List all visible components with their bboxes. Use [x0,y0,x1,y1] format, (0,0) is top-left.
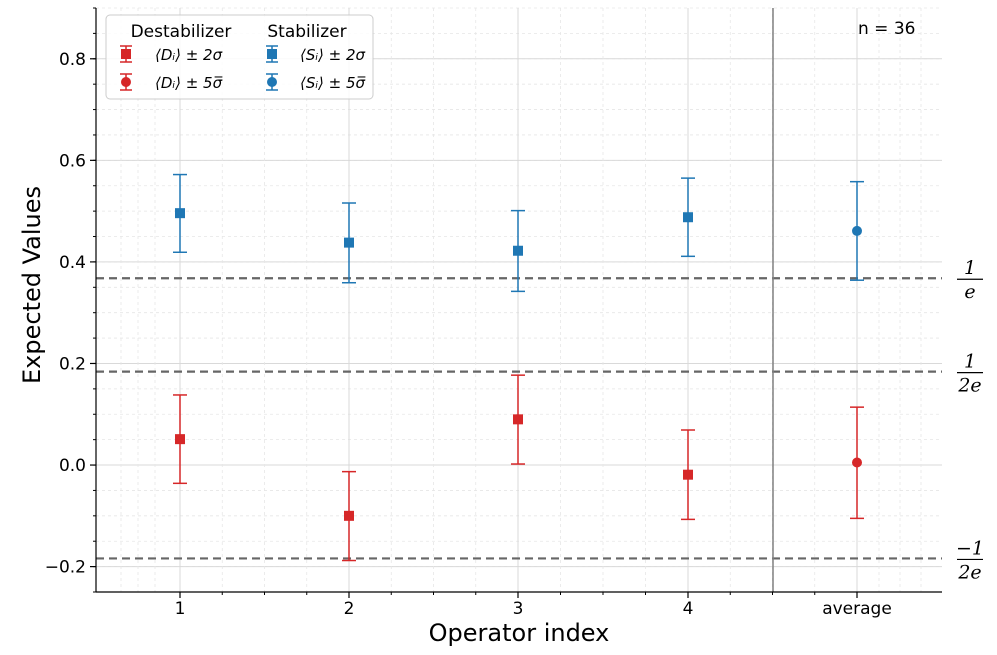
y-tick-label: 0.0 [59,456,86,476]
x-tick-label: 4 [683,599,694,619]
legend-marker-stabilizer-circle [266,73,278,91]
legend-frame [105,14,374,100]
stabilizer-point-4 [681,177,695,258]
stabilizer-point-1 [173,173,187,254]
destabilizer-point-2 [342,470,356,562]
y-tick-label: 0.2 [59,354,86,374]
x-tick-label: average [822,599,892,619]
axes [90,7,942,598]
stabilizer-marker-square [344,237,354,248]
destabilizer-marker-square [344,510,354,521]
stabilizer-marker-square [513,245,523,256]
legend-group-title-stabilizer: Stabilizer [267,22,346,42]
x-tick-label: 1 [175,599,186,619]
destabilizer-marker-square [175,434,185,445]
legend-marker-stabilizer-square [266,45,278,63]
destabilizer-marker-square [513,414,523,425]
legend: Destabilizer Stabilizer ⟨Dᵢ⟩ ± 2σ ⟨Dᵢ⟩ ±… [105,14,374,100]
y-tick-labels: −0.2 0.0 0.2 0.4 0.6 0.8 [45,50,86,578]
stabilizer-point-3 [511,209,525,293]
destabilizer-point-4 [681,429,695,521]
x-axis-title: Operator index [429,619,610,647]
stabilizer-marker-circle [852,225,862,236]
x-tick-label: 3 [513,599,524,619]
legend-marker-destabilizer-circle [120,73,132,91]
reference-label-numerator: 1 [964,257,976,279]
reference-label-numerator: 1 [964,351,976,373]
reference-label-numerator: −1 [956,537,984,559]
stabilizer-marker-square [175,208,185,219]
destabilizer-point-average [850,406,864,520]
data-points [173,173,864,562]
destabilizer-point-1 [173,394,187,485]
y-tick-label: −0.2 [45,558,86,578]
reference-label-denominator: e [964,281,975,303]
y-tick-label: 0.8 [59,50,86,70]
reference-label-denominator: 2e [957,561,981,583]
x-tick-label: 2 [344,599,355,619]
reference-lines [96,277,942,560]
destabilizer-point-3 [511,374,525,465]
stabilizer-point-2 [342,202,356,284]
stabilizer-point-average [850,180,864,281]
y-tick-label: 0.6 [59,151,86,171]
legend-label-stabilizer-5sigmabar: ⟨Sᵢ⟩ ± 5σ̅ [300,74,366,92]
legend-label-destabilizer-2sigma: ⟨Dᵢ⟩ ± 2σ [155,46,223,64]
destabilizer-marker-circle [852,457,862,468]
x-tick-labels: 1 2 3 4 average [175,599,892,619]
reference-label-denominator: 2e [957,375,981,397]
stabilizer-marker-square [683,212,693,223]
legend-label-stabilizer-2sigma: ⟨Sᵢ⟩ ± 2σ [300,46,366,64]
legend-marker-destabilizer-square [120,45,132,63]
y-axis-title: Expected Values [18,186,46,384]
y-tick-label: 0.4 [59,253,86,273]
sample-size-annotation: n = 36 [858,19,915,39]
legend-label-destabilizer-5sigmabar: ⟨Dᵢ⟩ ± 5σ̅ [155,74,223,92]
destabilizer-marker-square [683,469,693,480]
legend-group-title-destabilizer: Destabilizer [131,22,232,42]
